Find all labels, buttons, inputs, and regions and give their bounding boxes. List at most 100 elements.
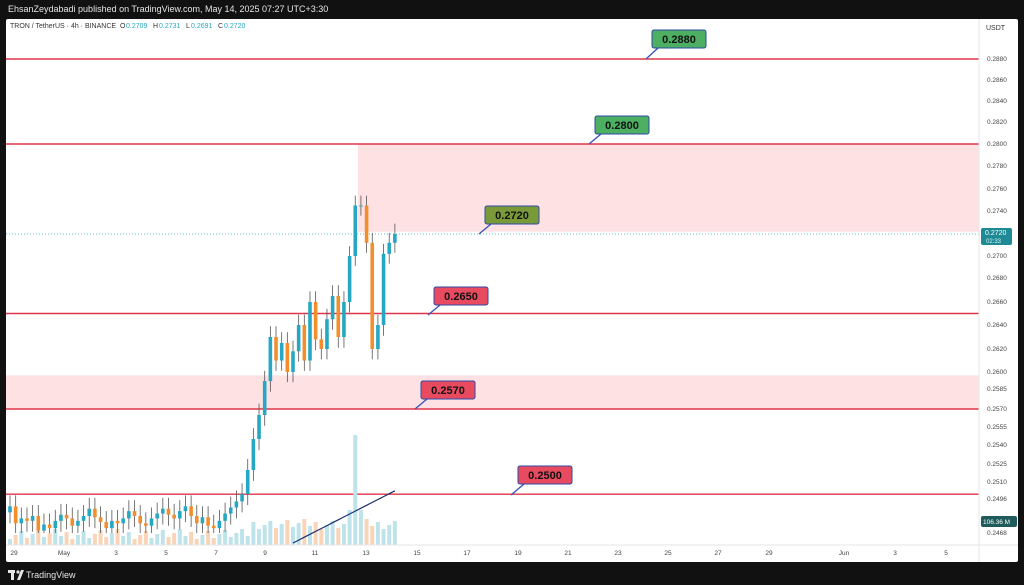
label-pointer xyxy=(478,223,492,235)
volume-bar xyxy=(370,526,375,545)
candle-body xyxy=(93,508,97,518)
volume-bar xyxy=(279,524,284,545)
volume-bar xyxy=(143,531,148,545)
price-tick-label: 0.2555 xyxy=(987,424,1007,431)
volume-bar xyxy=(172,533,177,545)
time-axis[interactable]: 29 May 3 5 7 9 11 13 15 17 19 21 23 25 27 29 Jun 3 5 xyxy=(10,550,948,557)
candle-body xyxy=(285,343,290,372)
volume-bar xyxy=(8,539,12,545)
candle-body xyxy=(42,524,46,531)
volume-bar xyxy=(166,537,171,545)
volume-bar xyxy=(160,530,165,545)
price-chart[interactable]: 0.2880 0.2800 0.2720 0.2650 0.2570 0.2500 0.2… xyxy=(6,19,1018,562)
footer: TradingView xyxy=(0,566,1024,585)
candle-body xyxy=(296,325,301,352)
time-tick-label: 27 xyxy=(714,550,722,557)
candle-body xyxy=(336,296,341,337)
level-label-box[interactable] xyxy=(594,115,650,135)
legend-h-label: H xyxy=(153,23,158,30)
candle-body xyxy=(313,302,318,340)
candle-body xyxy=(211,525,216,529)
footer-brand: TradingView xyxy=(26,570,76,580)
level-label-box[interactable] xyxy=(433,286,489,306)
candle-body xyxy=(30,516,35,521)
label-pointer xyxy=(645,47,659,60)
price-tick-label: 0.2600 xyxy=(987,369,1007,376)
volume-bar xyxy=(64,532,69,545)
volume-bar xyxy=(387,525,392,545)
price-tick-label: 0.2585 xyxy=(987,386,1007,393)
candle-body xyxy=(330,296,335,320)
candle-body xyxy=(110,520,114,529)
volume-bar xyxy=(183,536,188,545)
currency-label: USDT xyxy=(986,25,1006,32)
candle-body xyxy=(262,381,267,415)
price-tag-value: 0.2720 xyxy=(985,230,1007,237)
time-tick-label: 3 xyxy=(114,550,118,557)
price-tick-label: 0.2760 xyxy=(987,186,1007,193)
candle-body xyxy=(347,256,352,302)
volume-bar xyxy=(353,435,358,545)
volume-layer xyxy=(8,435,397,545)
price-tick-label: 0.2540 xyxy=(987,442,1007,449)
candle-body xyxy=(155,513,159,519)
zones-layer xyxy=(6,144,979,409)
level-label-text: 0.2800 xyxy=(605,120,639,132)
level-label-box[interactable] xyxy=(420,380,476,400)
volume-bar xyxy=(307,526,312,545)
volume-bar xyxy=(228,537,233,545)
price-tick-label: 0.2800 xyxy=(987,141,1007,148)
tradingview-logo-icon[interactable] xyxy=(8,569,24,581)
time-tick-label: 21 xyxy=(564,550,572,557)
price-tick-label: 0.2640 xyxy=(987,322,1007,329)
price-tick-label: 0.2525 xyxy=(987,461,1007,468)
price-tick-label: 0.2700 xyxy=(987,253,1007,260)
level-label-text: 0.2720 xyxy=(495,210,529,222)
volume-tag: 106.36 M xyxy=(981,516,1017,527)
legend-o-label: O xyxy=(120,23,126,30)
volume-bar xyxy=(336,528,341,545)
candle-body xyxy=(8,506,12,513)
candle-body xyxy=(127,511,131,519)
level-label-box[interactable] xyxy=(517,465,573,485)
candle-body xyxy=(319,339,324,349)
candle-body xyxy=(217,520,222,529)
volume-bar xyxy=(251,522,256,545)
time-tick-label: 29 xyxy=(10,550,18,557)
volume-bar xyxy=(104,537,109,545)
candle-body xyxy=(274,337,278,361)
volume-bar xyxy=(41,537,46,545)
price-axis[interactable]: 0.2880 0.2860 0.2840 0.2820 0.2800 0.2780 0.27… xyxy=(987,56,1007,537)
volume-bar xyxy=(177,529,182,545)
volume-bar xyxy=(58,536,63,545)
price-tick-label: 0.2820 xyxy=(987,119,1007,126)
volume-bar xyxy=(262,525,267,545)
volume-bar xyxy=(274,528,279,545)
supply-zone xyxy=(358,144,979,232)
time-tick-label: 11 xyxy=(312,550,319,557)
price-tick-label: 0.2880 xyxy=(987,56,1007,63)
time-tick-label: May xyxy=(58,550,71,557)
candle-body xyxy=(381,253,386,325)
level-label-box[interactable] xyxy=(651,29,707,49)
price-tick-label: 0.2780 xyxy=(987,163,1007,170)
volume-bar xyxy=(109,533,114,545)
time-tick-label: 5 xyxy=(944,550,948,557)
level-label-text: 0.2880 xyxy=(662,34,696,46)
level-label-box[interactable] xyxy=(484,205,540,225)
candle-body xyxy=(364,205,369,243)
volume-bar xyxy=(211,538,216,545)
chart-frame[interactable]: 0.2880 0.2800 0.2720 0.2650 0.2570 0.2500 0.2… xyxy=(6,19,1018,562)
candle-body xyxy=(47,524,52,529)
volume-bar xyxy=(194,539,199,545)
price-tag: 0.2720 02:33 xyxy=(981,228,1012,245)
level-label-text: 0.2650 xyxy=(444,291,478,303)
time-tick-label: 3 xyxy=(893,550,897,557)
price-tick-label: 0.2660 xyxy=(987,299,1007,306)
time-tick-label: 13 xyxy=(362,550,370,557)
legend: TRON / TetherUS · 4h · BINANCE O 0.2709 … xyxy=(10,23,246,30)
volume-bar xyxy=(70,539,75,545)
price-tick-label: 0.2840 xyxy=(987,98,1007,105)
volume-bar xyxy=(206,531,211,545)
price-tick-label: 0.2680 xyxy=(987,275,1007,282)
